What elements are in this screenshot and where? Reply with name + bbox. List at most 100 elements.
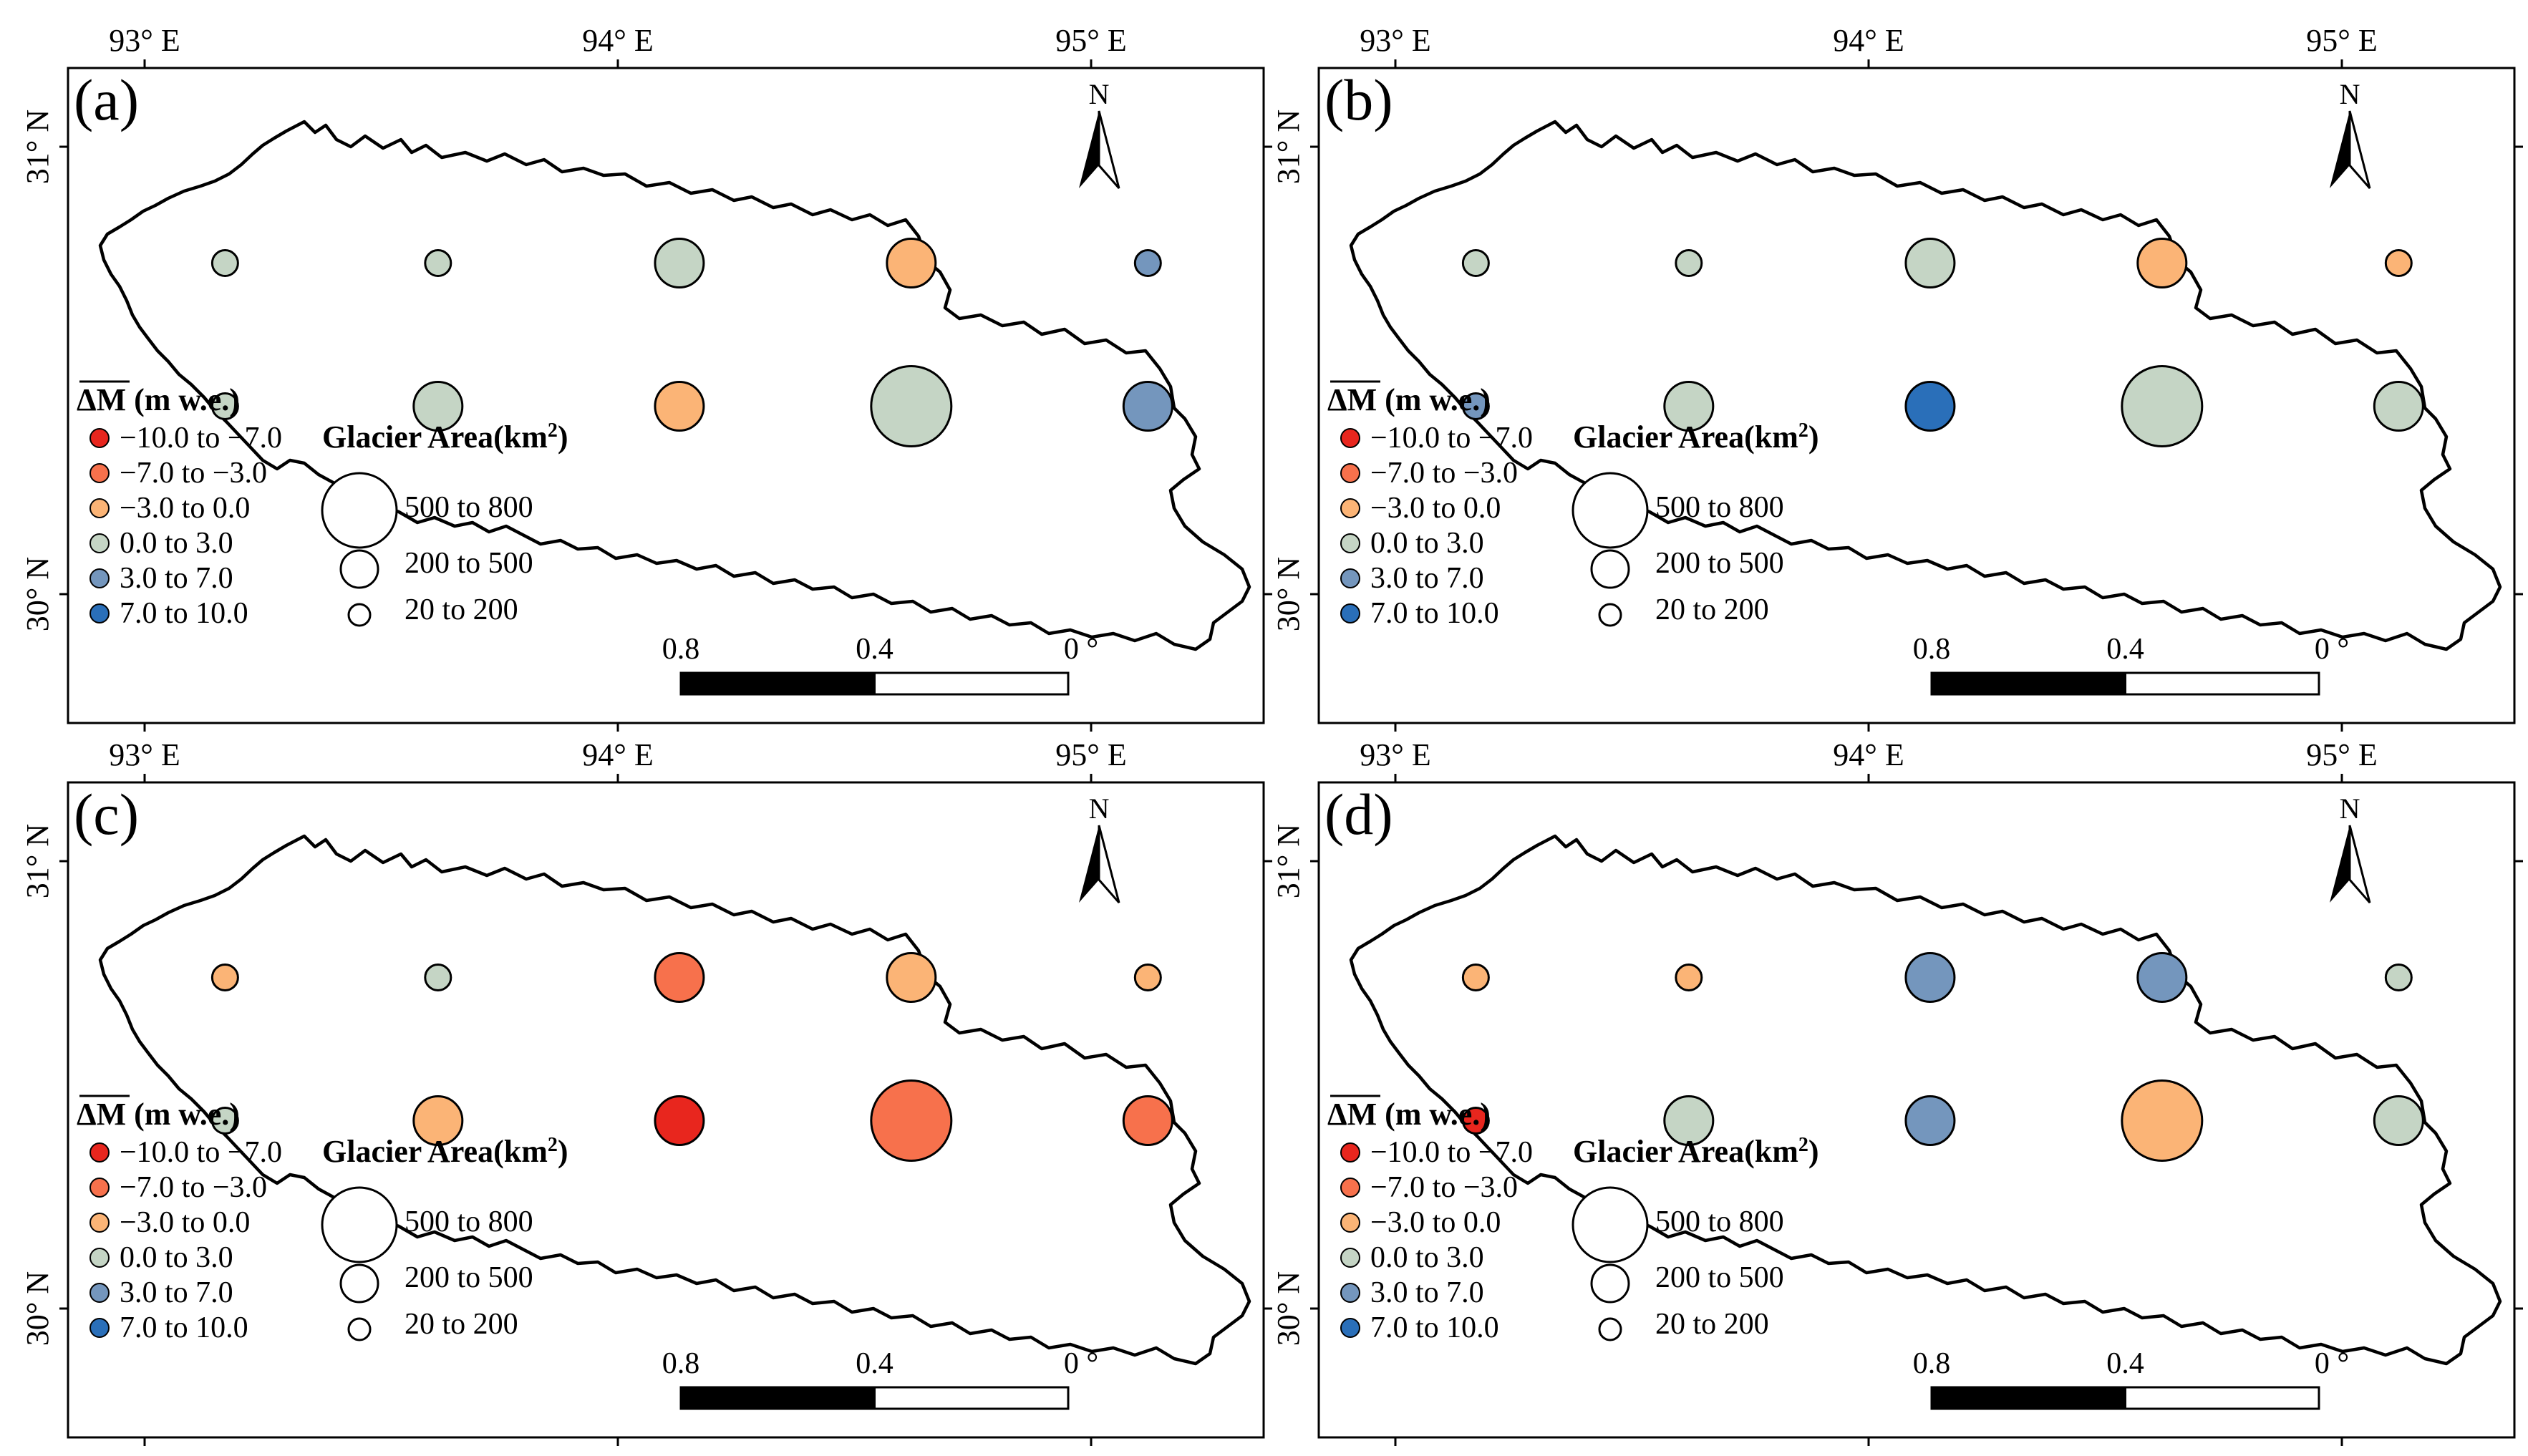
- dm-legend-swatch: [89, 533, 110, 553]
- glacier-point: [1461, 964, 1490, 991]
- area-sup: 2: [1798, 419, 1808, 442]
- area-legend-label: 200 to 500: [1655, 547, 1784, 580]
- scale-label: 0 °: [1064, 1347, 1098, 1380]
- glacier-point: [1904, 381, 1956, 432]
- glacier-point: [210, 1107, 239, 1135]
- dm-legend-swatch: [89, 498, 110, 518]
- glacier-point: [1663, 381, 1715, 432]
- glacier-point: [1461, 1107, 1490, 1135]
- dm-legend-label: 0.0 to 3.0: [1370, 1241, 1484, 1274]
- dm-legend-label: −3.0 to 0.0: [1370, 492, 1501, 525]
- panel-label: (a): [74, 67, 139, 132]
- glacier-point: [1122, 1095, 1173, 1146]
- dm-legend-label: 7.0 to 10.0: [120, 1311, 248, 1344]
- glacier-point: [2373, 381, 2424, 432]
- glacier-point: [1904, 1095, 1956, 1146]
- lon-tick-label: 95° E: [1055, 23, 1126, 58]
- dm-legend-label: 3.0 to 7.0: [120, 562, 233, 595]
- glacier-point: [210, 249, 239, 277]
- scale-label: 0.4: [856, 633, 893, 666]
- area-legend-label: 20 to 200: [405, 1308, 518, 1341]
- north-arrow-left: [2330, 825, 2350, 903]
- dm-legend-swatch: [1340, 533, 1360, 553]
- area-legend-circle: [321, 1186, 398, 1263]
- glacier-point: [2384, 249, 2413, 277]
- dm-legend-swatch: [89, 428, 110, 448]
- glacier-point: [1904, 952, 1956, 1003]
- scale-label: 0.4: [2106, 633, 2144, 666]
- dm-legend-label: 0.0 to 3.0: [120, 527, 233, 560]
- dm-legend-label: −10.0 to −7.0: [1370, 1136, 1533, 1169]
- area-legend-circle: [1571, 472, 1649, 549]
- panel-label: (d): [1324, 782, 1393, 847]
- lon-tick-label: 95° E: [2306, 23, 2377, 58]
- glacier-point: [1675, 249, 1703, 277]
- area-legend-label: 200 to 500: [405, 547, 533, 580]
- dm-legend-title: ΔM (m w.e.): [77, 1097, 240, 1132]
- area-title: Glacier Area(km: [322, 1134, 548, 1169]
- scale-bar-white: [2124, 1386, 2320, 1410]
- scale-label: 0.4: [856, 1347, 893, 1380]
- dm-legend-swatch: [89, 1178, 110, 1198]
- area-close: ): [1808, 419, 1819, 455]
- lon-tick-label: 93° E: [1360, 23, 1430, 58]
- dm-legend-swatch: [89, 603, 110, 623]
- map-panel-c: 93° E 94° E 95° E 31° N 30° N (c) N ΔM (m w.e.)…: [20, 737, 1272, 1446]
- dm-legend-swatch: [1340, 568, 1360, 588]
- north-label: N: [2340, 792, 2360, 825]
- area-close: ): [558, 419, 568, 455]
- dm-legend-label: −7.0 to −3.0: [120, 457, 267, 490]
- glacier-point: [870, 1079, 953, 1162]
- glacier-point: [886, 238, 937, 288]
- scale-bar-black: [1930, 671, 2126, 696]
- lon-tick-label: 93° E: [109, 23, 180, 58]
- scale-bar-black: [1930, 1386, 2126, 1410]
- dm-legend-swatch: [1340, 1283, 1360, 1303]
- glacier-point: [210, 392, 239, 420]
- dm-legend-swatch: [1340, 1142, 1360, 1163]
- dm-legend-label: −3.0 to 0.0: [1370, 1206, 1501, 1239]
- dm-unit: (m w.e.): [126, 382, 240, 417]
- dm-unit: (m w.e.): [126, 1097, 240, 1132]
- lat-tick-label: 30° N: [1271, 557, 1306, 631]
- area-legend-circle: [1598, 603, 1622, 627]
- north-label: N: [1089, 792, 1110, 825]
- area-legend-title: Glacier Area(km2): [1573, 1134, 1819, 1170]
- lon-tick-label: 94° E: [582, 737, 653, 772]
- basin-outline: [98, 834, 1251, 1366]
- dm-legend-label: −7.0 to −3.0: [1370, 457, 1518, 490]
- glacier-point: [654, 381, 705, 432]
- lat-tick-label: 30° N: [20, 1271, 55, 1346]
- dm-symbol: ΔM: [77, 382, 126, 417]
- basin-outline: [98, 120, 1251, 651]
- area-legend-circle: [1571, 1186, 1649, 1263]
- dm-legend-label: −7.0 to −3.0: [120, 1171, 267, 1204]
- glacier-point: [1122, 381, 1173, 432]
- dm-legend-title: ΔM (m w.e.): [1327, 382, 1491, 417]
- dm-legend-title: ΔM (m w.e.): [1327, 1097, 1491, 1132]
- glacier-point: [412, 1095, 464, 1146]
- lat-tick-label: 31° N: [20, 110, 55, 184]
- dm-legend-swatch: [1340, 1213, 1360, 1233]
- area-legend-circle: [339, 549, 379, 589]
- glacier-point: [654, 952, 705, 1003]
- area-close: ): [1808, 1134, 1819, 1169]
- area-legend-circle: [347, 603, 372, 627]
- glacier-point: [2121, 1079, 2204, 1162]
- north-arrow-left: [2330, 111, 2350, 188]
- area-legend-circle: [347, 1317, 372, 1341]
- north-arrow-icon: N: [2330, 792, 2371, 903]
- glacier-point: [210, 964, 239, 991]
- dm-legend-label: 7.0 to 10.0: [1370, 597, 1499, 630]
- lon-tick-label: 95° E: [2306, 737, 2377, 772]
- dm-legend-swatch: [1340, 463, 1360, 483]
- dm-legend-label: −3.0 to 0.0: [120, 1206, 250, 1239]
- lon-tick-label: 93° E: [1360, 737, 1430, 772]
- dm-legend-swatch: [89, 1318, 110, 1338]
- north-arrow-right: [1098, 110, 1120, 189]
- scale-label: 0.4: [2106, 1347, 2144, 1380]
- glacier-point: [1675, 964, 1703, 991]
- dm-legend-label: 3.0 to 7.0: [1370, 1276, 1484, 1309]
- north-arrow-icon: N: [1079, 78, 1120, 189]
- dm-legend-label: 3.0 to 7.0: [120, 1276, 233, 1309]
